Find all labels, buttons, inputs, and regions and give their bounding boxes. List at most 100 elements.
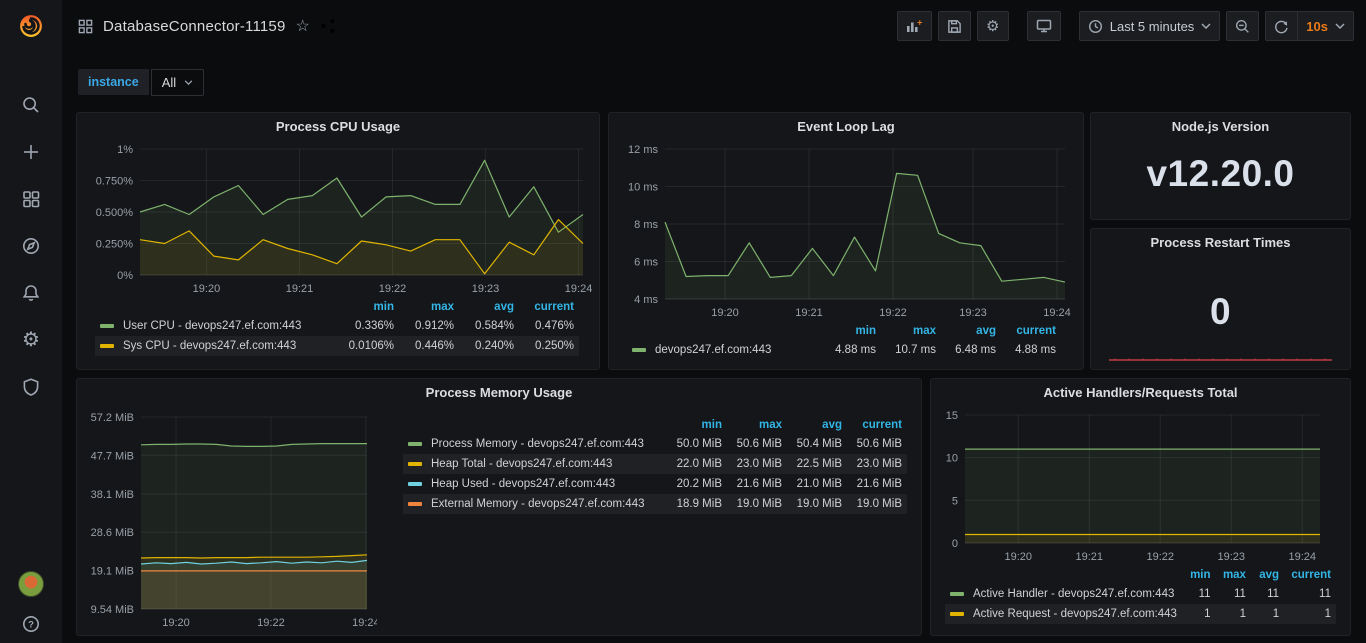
svg-text:19:22: 19:22 (879, 307, 907, 319)
share-icon[interactable] (320, 18, 336, 34)
legend-row: Process Memory - devops247.ef.com:443 50… (403, 434, 907, 454)
help-icon[interactable]: ? (20, 613, 42, 635)
save-dashboard-button[interactable] (938, 11, 971, 41)
legend-row: Active Request - devops247.ef.com:443 1 … (945, 604, 1336, 624)
series-label[interactable]: Sys CPU - devops247.ef.com:443 (123, 340, 296, 352)
panel-process-cpu-usage: Process CPU Usage 19:2019:2119:2219:2319… (76, 112, 600, 370)
panel-title[interactable]: Active Handlers/Requests Total (931, 379, 1350, 405)
search-icon[interactable] (20, 94, 42, 116)
svg-text:8 ms: 8 ms (634, 219, 658, 231)
svg-text:19:22: 19:22 (1146, 551, 1174, 563)
series-label[interactable]: Heap Used - devops247.ef.com:443 (431, 478, 615, 490)
svg-text:9.54 MiB: 9.54 MiB (91, 604, 134, 616)
legend-row: Heap Total - devops247.ef.com:443 22.0 M… (403, 454, 907, 474)
series-swatch (100, 324, 114, 328)
series-swatch (100, 344, 114, 348)
dashboard-header: DatabaseConnector-11159 ☆ + ⚙ Last 5 min… (62, 0, 1366, 52)
svg-text:+: + (917, 19, 922, 28)
favorite-star-icon[interactable]: ☆ (296, 16, 310, 36)
add-panel-button[interactable]: + (897, 11, 932, 41)
svg-text:10 ms: 10 ms (628, 182, 658, 194)
svg-text:19:22: 19:22 (379, 283, 407, 295)
user-avatar[interactable] (18, 571, 44, 597)
svg-text:0: 0 (952, 538, 958, 550)
legend-row: Sys CPU - devops247.ef.com:443 0.0106% 0… (95, 336, 579, 356)
series-label[interactable]: Active Handler - devops247.ef.com:443 (973, 588, 1174, 600)
svg-text:1%: 1% (117, 144, 133, 156)
chevron-down-icon (1201, 23, 1211, 29)
refresh-button[interactable] (1265, 11, 1298, 41)
svg-text:38.1 MiB: 38.1 MiB (91, 489, 134, 501)
svg-text:10: 10 (946, 453, 958, 465)
configuration-gear-icon[interactable]: ⚙ (20, 329, 42, 351)
svg-text:0.250%: 0.250% (96, 239, 134, 251)
dashboard-grid-icon (78, 19, 93, 34)
alerting-bell-icon[interactable] (20, 282, 42, 304)
svg-text:57.2 MiB: 57.2 MiB (91, 412, 134, 424)
svg-text:19:21: 19:21 (286, 283, 314, 295)
series-label[interactable]: Process Memory - devops247.ef.com:443 (431, 438, 644, 450)
zoom-out-button[interactable] (1226, 11, 1259, 41)
series-label[interactable]: External Memory - devops247.ef.com:443 (431, 498, 645, 510)
grafana-logo-icon[interactable] (9, 0, 53, 52)
panel-title[interactable]: Process CPU Usage (77, 113, 599, 139)
panel-title[interactable]: Event Loop Lag (609, 113, 1083, 139)
variable-instance-label[interactable]: instance (78, 69, 149, 95)
svg-text:19:20: 19:20 (1004, 551, 1032, 563)
series-label[interactable]: Active Request - devops247.ef.com:443 (973, 608, 1177, 620)
legend-row: devops247.ef.com:443 4.88 ms 10.7 ms 6.4… (627, 340, 1061, 360)
svg-text:?: ? (28, 619, 34, 630)
panel-nodejs-version: Node.js Version v12.20.0 (1090, 112, 1351, 220)
time-range-picker[interactable]: Last 5 minutes (1079, 11, 1221, 41)
svg-text:19:20: 19:20 (193, 283, 221, 295)
svg-text:4 ms: 4 ms (634, 294, 658, 306)
chevron-down-icon (1335, 23, 1345, 29)
svg-text:19:24: 19:24 (1043, 307, 1071, 319)
panel-process-memory-usage: Process Memory Usage 19:2019:2219:249.54… (76, 378, 922, 636)
svg-text:19:21: 19:21 (795, 307, 823, 319)
explore-compass-icon[interactable] (20, 235, 42, 257)
create-plus-icon[interactable] (20, 141, 42, 163)
svg-text:19:23: 19:23 (1217, 551, 1245, 563)
series-label[interactable]: User CPU - devops247.ef.com:443 (123, 320, 301, 332)
svg-text:0.500%: 0.500% (96, 207, 134, 219)
svg-text:19:20: 19:20 (711, 307, 739, 319)
svg-text:19:20: 19:20 (162, 617, 190, 629)
event-loop-chart[interactable]: 19:20 19:21 19:22 19:23 19:24 4 ms 6 ms 8 ms 10 … (615, 141, 1077, 321)
dashboard-settings-button[interactable]: ⚙ (977, 11, 1009, 41)
restart-sparkline (1109, 349, 1332, 355)
server-admin-shield-icon[interactable] (20, 376, 42, 398)
svg-text:0.750%: 0.750% (96, 176, 134, 188)
variable-instance-value-dropdown[interactable]: All (151, 69, 204, 96)
refresh-interval-picker[interactable]: 10s (1298, 11, 1354, 41)
dashboards-grid-icon[interactable] (20, 188, 42, 210)
svg-text:19:23: 19:23 (959, 307, 987, 319)
svg-text:19:21: 19:21 (1075, 551, 1103, 563)
active-legend: min max avg current Active Handler - dev… (945, 567, 1336, 624)
svg-text:19:22: 19:22 (257, 617, 285, 629)
legend-row: External Memory - devops247.ef.com:443 1… (403, 494, 907, 514)
panel-title[interactable]: Process Memory Usage (77, 379, 921, 405)
dashboard-grid: Process CPU Usage 19:2019:2119:2219:2319… (62, 112, 1366, 643)
series-label[interactable]: devops247.ef.com:443 (655, 344, 771, 356)
clock-icon (1088, 19, 1103, 34)
svg-text:6 ms: 6 ms (634, 257, 658, 269)
panel-active-handlers-requests: Active Handlers/Requests Total 19:20 19:2… (930, 378, 1351, 636)
series-swatch (408, 482, 422, 486)
svg-text:28.6 MiB: 28.6 MiB (91, 527, 134, 539)
cpu-chart[interactable]: 19:2019:2119:2219:2319:240%0.250%0.500%0… (83, 141, 593, 297)
memory-chart[interactable]: 19:2019:2219:249.54 MiB19.1 MiB28.6 MiB3… (79, 409, 377, 631)
series-label[interactable]: Heap Total - devops247.ef.com:443 (431, 458, 612, 470)
grafana-app: ⚙ ? DatabaseConnector-11159 ☆ (0, 0, 1366, 643)
event-loop-legend: min max avg current devops247.ef.com:443… (627, 323, 1061, 360)
panel-title[interactable]: Process Restart Times (1091, 229, 1350, 255)
svg-text:0%: 0% (117, 270, 133, 282)
active-handlers-chart[interactable]: 19:2019:2119:2219:2319:24051015 (935, 407, 1346, 565)
panel-process-restart-times: Process Restart Times 0 (1090, 228, 1351, 370)
svg-text:19:24: 19:24 (565, 283, 593, 295)
time-range-label: Last 5 minutes (1110, 19, 1195, 34)
legend-row: User CPU - devops247.ef.com:443 0.336% 0… (95, 316, 579, 336)
series-swatch (632, 348, 646, 352)
panel-title[interactable]: Node.js Version (1091, 113, 1350, 139)
cycle-view-mode-button[interactable] (1027, 11, 1061, 41)
